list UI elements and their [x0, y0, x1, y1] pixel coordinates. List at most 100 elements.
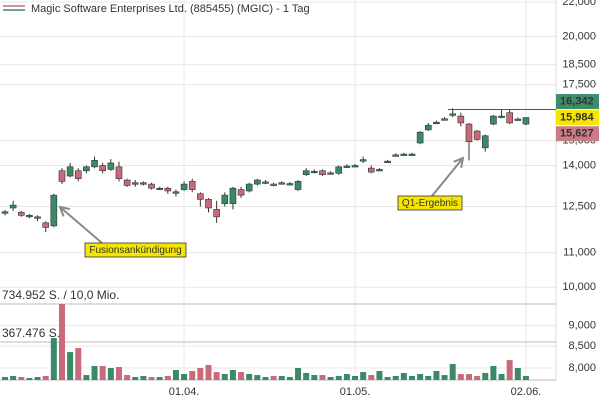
candle-body — [156, 187, 163, 190]
x-tick-label: 02.06. — [511, 386, 542, 398]
candle-body — [172, 191, 180, 194]
volume-bar — [286, 377, 293, 380]
price-marker — [556, 110, 599, 126]
candle-body — [205, 199, 212, 209]
volume-bar — [319, 375, 326, 380]
candle-body — [9, 204, 17, 209]
volume-bar — [303, 372, 310, 380]
volume-bar — [238, 372, 245, 380]
candle-body — [359, 159, 367, 162]
y-tick-label: 9,000 — [568, 319, 596, 331]
candle-body — [335, 166, 343, 174]
candle-body — [481, 135, 489, 149]
volume-bar — [352, 375, 359, 380]
volume-bar — [10, 375, 17, 380]
volume-bar — [148, 377, 155, 380]
candle-body — [416, 131, 424, 144]
candle-body — [351, 165, 359, 168]
candle-body — [254, 179, 261, 185]
annotation-arrowhead — [453, 156, 465, 169]
annotation-arrowhead — [58, 205, 70, 217]
volume-bar — [164, 375, 171, 380]
candle-body — [1, 211, 9, 214]
volume-bar — [221, 374, 228, 380]
candle-body — [498, 115, 505, 118]
candle-body — [91, 160, 98, 168]
volume-bar — [474, 375, 481, 380]
candle-body — [148, 183, 155, 189]
candle-body — [213, 209, 220, 218]
volume-bar — [67, 352, 74, 380]
candle-body — [262, 181, 269, 184]
volume-bar — [522, 375, 529, 380]
candle-body — [107, 162, 115, 170]
candle-body — [115, 166, 123, 179]
candle-body — [188, 181, 196, 190]
candle-body — [66, 166, 74, 177]
candle-body — [42, 222, 50, 228]
candle-body — [278, 182, 286, 185]
volume-bar — [197, 368, 204, 380]
price-marker — [556, 126, 599, 142]
candle-body — [400, 153, 408, 156]
volume-bar — [246, 374, 253, 380]
volume-bar — [99, 366, 106, 380]
volume-bar — [295, 368, 302, 380]
candle-body — [441, 118, 448, 121]
volume-bar — [360, 372, 367, 380]
volume-bar — [392, 375, 399, 380]
candle-body — [433, 121, 440, 125]
volume-bar — [490, 366, 497, 380]
candle-body — [465, 123, 473, 143]
candle-body — [302, 170, 310, 175]
volume-bar — [205, 365, 212, 380]
candle-body — [473, 130, 481, 140]
y-tick-label: 17,500 — [562, 79, 596, 91]
y-tick-label: 14,000 — [562, 159, 596, 171]
y-tick-label: 10,000 — [562, 281, 596, 293]
volume-bar — [91, 366, 98, 380]
candle-body — [34, 216, 41, 219]
annotation-box — [397, 195, 463, 211]
volume-ref-label: 367.476 S. — [2, 326, 60, 340]
volume-bar — [213, 372, 220, 380]
volume-bar — [278, 375, 285, 380]
candle-body — [164, 187, 172, 192]
volume-bar — [156, 377, 163, 380]
candle-body — [490, 115, 497, 125]
volume-bar — [376, 371, 383, 380]
annotation-box — [84, 242, 187, 258]
volume-bar — [2, 377, 8, 380]
candle-body — [408, 153, 416, 156]
candle-body — [294, 181, 302, 190]
volume-bar — [457, 374, 464, 380]
volume-bar — [409, 375, 415, 380]
volume-bar — [172, 369, 179, 380]
candle-body — [311, 170, 318, 174]
volume-bar — [368, 375, 375, 380]
candle-body — [245, 183, 253, 192]
candle-body — [270, 183, 277, 186]
y-tick-label: 18,500 — [562, 59, 596, 71]
candle-body — [197, 193, 204, 200]
x-tick-label: 01.05. — [340, 386, 371, 398]
volume-bar — [140, 375, 147, 380]
price-marker — [556, 94, 599, 110]
candle-body — [367, 167, 375, 173]
chart-title: Magic Software Enterprises Ltd. (885455)… — [31, 3, 310, 15]
candle-body — [384, 160, 391, 163]
volume-bar — [189, 371, 196, 380]
volume-bar — [75, 348, 82, 380]
volume-bar — [262, 377, 269, 380]
annotation-label: Fusionsankündigung — [89, 245, 181, 256]
candle-body — [449, 113, 457, 116]
volume-bar — [400, 372, 407, 380]
volume-bar — [514, 368, 521, 380]
candle-body — [514, 118, 522, 121]
volume-bar — [18, 377, 25, 380]
annotation-arrow — [431, 157, 464, 197]
annotation-arrow — [59, 206, 103, 244]
y-tick-label: 20,000 — [562, 30, 596, 42]
candle-body — [99, 165, 106, 172]
